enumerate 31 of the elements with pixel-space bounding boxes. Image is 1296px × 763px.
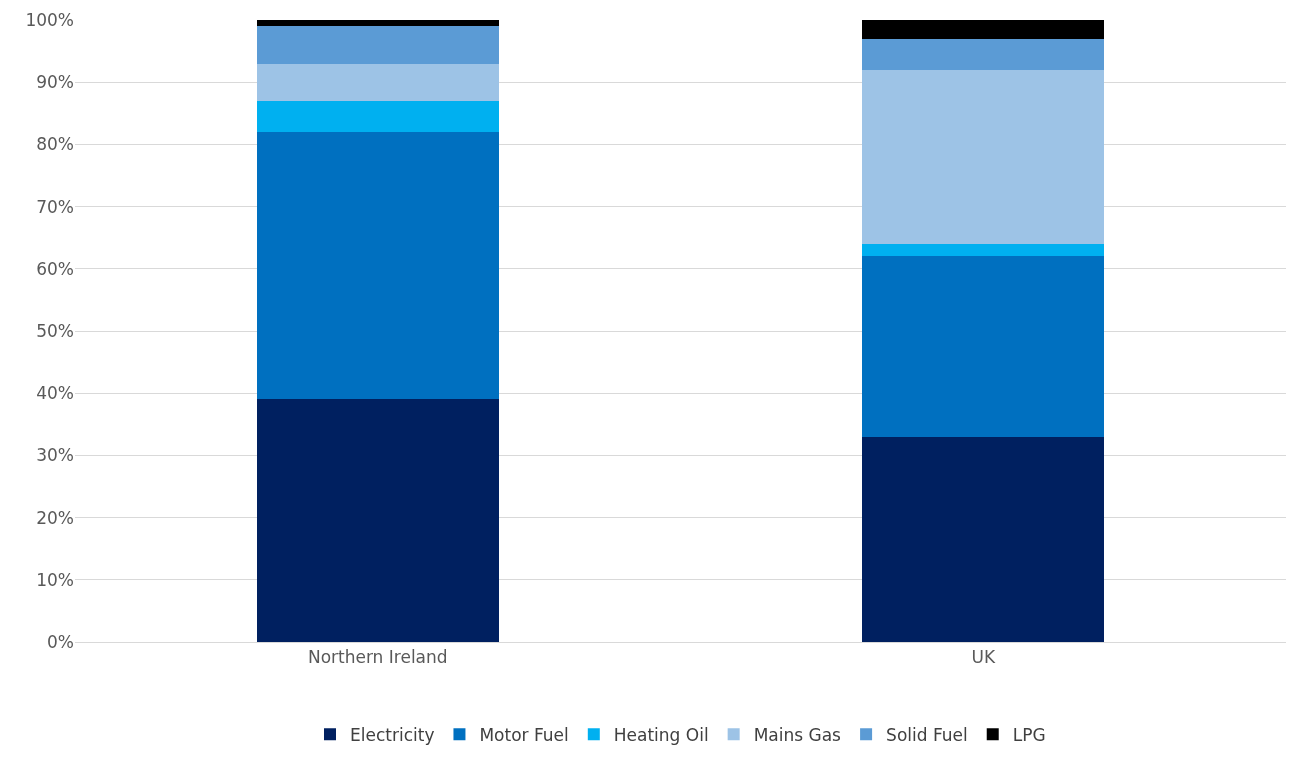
bar (862, 256, 1105, 437)
bar (256, 399, 499, 642)
y-tick-label: 10% (36, 569, 74, 590)
bar (862, 38, 1105, 70)
bar (256, 131, 499, 400)
y-tick-label: 20% (36, 507, 74, 528)
legend-label: Mains Gas (753, 724, 842, 745)
bar (256, 63, 499, 101)
y-tick-label: 90% (36, 72, 74, 93)
bar (862, 243, 1105, 257)
y-tick-label: 100% (25, 9, 74, 30)
x-tick-label: Northern Ireland (307, 647, 448, 668)
y-tick-label: 60% (36, 258, 74, 279)
bar (256, 26, 499, 64)
legend-label: Electricity (350, 724, 435, 745)
legend-label: Heating Oil (613, 724, 709, 745)
legend-label: LPG (1012, 724, 1046, 745)
bar (862, 69, 1105, 244)
bar (256, 20, 499, 27)
bar (862, 20, 1105, 39)
y-tick-label: 80% (36, 134, 74, 155)
y-tick-label: 70% (36, 196, 74, 217)
y-tick-label: 40% (36, 383, 74, 404)
bar (862, 436, 1105, 642)
legend-label: Motor Fuel (479, 724, 569, 745)
legend-label: Solid Fuel (886, 724, 968, 745)
y-tick-label: 50% (36, 320, 74, 341)
x-tick-label: UK (971, 647, 996, 668)
y-tick-label: 0% (47, 631, 74, 652)
bar (256, 100, 499, 132)
y-tick-label: 30% (36, 445, 74, 466)
